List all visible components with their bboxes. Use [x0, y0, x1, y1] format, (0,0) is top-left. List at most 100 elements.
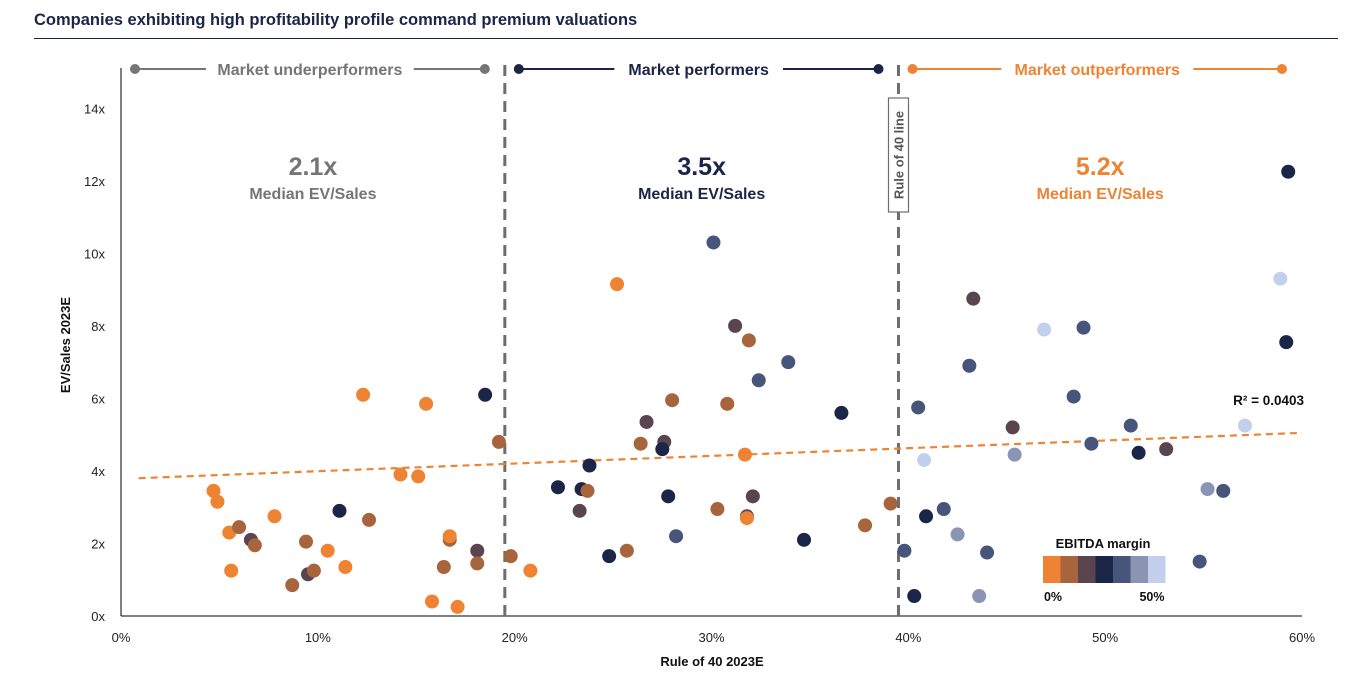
data-point: [661, 489, 676, 504]
data-point: [858, 518, 873, 533]
y-tick-label: 4x: [91, 464, 105, 479]
data-point: [550, 480, 565, 495]
y-tick-label: 8x: [91, 319, 105, 334]
data-point: [741, 333, 756, 348]
data-point: [580, 483, 595, 498]
trendline: [138, 431, 1303, 480]
region-median-value: 5.2x: [1076, 153, 1125, 181]
data-point: [897, 543, 912, 558]
x-tick-label: 40%: [895, 630, 921, 645]
divider-lines: Rule of 40 line: [503, 65, 910, 616]
y-tick-label: 10x: [84, 246, 105, 261]
r-squared-label: R² = 0.0403: [1233, 393, 1304, 408]
data-point: [442, 529, 457, 544]
data-point: [602, 549, 617, 564]
region-median-value: 3.5x: [677, 153, 726, 181]
data-point: [338, 560, 353, 575]
y-ticks: 0x 2x 4x 6x 8x 10x 12x 14x: [84, 101, 105, 624]
region-median-label: Median EV/Sales: [249, 186, 376, 203]
data-point: [285, 578, 300, 593]
legend-swatch: [1060, 556, 1078, 583]
legend-swatch: [1130, 556, 1148, 583]
data-point: [491, 434, 506, 449]
data-point: [267, 509, 282, 524]
data-point: [710, 502, 725, 517]
region-median-label: Median EV/Sales: [638, 186, 765, 203]
data-point: [907, 589, 922, 604]
trendline-group: R² = 0.0403: [138, 393, 1304, 480]
data-point: [883, 496, 898, 511]
region-median-label: Median EV/Sales: [1037, 186, 1164, 203]
data-point: [1131, 445, 1146, 460]
legend-swatch: [1113, 556, 1131, 583]
ebitda-legend: EBITDA margin 0% 50%: [1043, 536, 1166, 604]
data-point: [610, 277, 625, 292]
data-point: [962, 358, 977, 373]
data-point: [224, 563, 239, 578]
data-point: [720, 396, 735, 411]
data-point: [739, 511, 754, 526]
region-median-value: 2.1x: [289, 153, 338, 181]
data-point: [745, 489, 760, 504]
data-point: [919, 509, 934, 524]
region-bracket-end-left: [513, 64, 524, 74]
data-point: [669, 529, 684, 544]
legend-min-label: 0%: [1044, 590, 1062, 604]
data-point: [362, 512, 377, 527]
data-point: [1076, 320, 1091, 335]
data-point: [1200, 482, 1215, 497]
data-point: [332, 503, 347, 518]
data-point: [424, 594, 439, 609]
data-point: [751, 373, 766, 388]
data-point: [232, 520, 247, 535]
legend-swatch: [1078, 556, 1096, 583]
data-point: [655, 442, 670, 457]
x-tick-label: 10%: [305, 630, 331, 645]
data-point: [1273, 271, 1288, 286]
x-tick-label: 50%: [1092, 630, 1118, 645]
data-point: [1123, 418, 1138, 433]
legend-max-label: 50%: [1139, 590, 1164, 604]
data-point: [470, 556, 485, 571]
data-point: [1159, 442, 1174, 457]
data-point: [1084, 436, 1099, 451]
data-point: [1237, 418, 1252, 433]
data-point: [470, 543, 485, 558]
data-point: [665, 393, 680, 408]
data-point: [450, 599, 465, 614]
legend-title: EBITDA margin: [1056, 536, 1151, 551]
data-point: [1216, 483, 1231, 498]
legend-swatches: [1043, 556, 1166, 583]
data-point: [1066, 389, 1081, 404]
y-tick-label: 0x: [91, 609, 105, 624]
y-axis-label: EV/Sales 2023E: [58, 297, 73, 393]
data-point: [523, 563, 538, 578]
data-point: [1005, 420, 1020, 435]
legend-swatch: [1095, 556, 1113, 583]
title-divider: [34, 38, 1338, 39]
x-ticks: 0% 10% 20% 30% 40% 50% 60%: [112, 630, 1316, 645]
data-point: [797, 532, 812, 547]
data-point: [306, 563, 321, 578]
x-axis-label: Rule of 40 2023E: [660, 654, 764, 669]
data-point: [639, 414, 654, 429]
data-point: [737, 447, 752, 462]
data-point: [706, 235, 721, 250]
data-point: [320, 543, 335, 558]
y-tick-label: 6x: [91, 391, 105, 406]
data-point: [393, 467, 408, 482]
data-point: [247, 538, 262, 553]
data-point: [834, 405, 849, 420]
region-label: Market underperformers: [217, 62, 402, 79]
data-point: [917, 453, 932, 468]
legend-swatch: [1043, 556, 1061, 583]
data-point: [299, 534, 314, 549]
chart-title: Companies exhibiting high profitability …: [34, 11, 638, 29]
region-bracket-end-left: [907, 64, 918, 74]
data-point: [781, 355, 796, 370]
data-point: [950, 527, 965, 542]
rule-of-40-label: Rule of 40 line: [891, 111, 906, 199]
data-point: [419, 396, 434, 411]
rule-of-40-label-box: [887, 97, 910, 213]
